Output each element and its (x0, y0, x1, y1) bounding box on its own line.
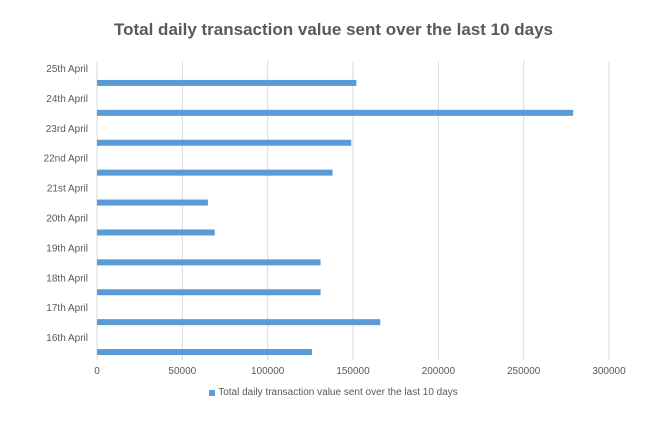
x-tick-label: 0 (94, 366, 100, 377)
y-tick-label: 16th April (46, 333, 88, 344)
bar (97, 229, 215, 236)
x-axis-tick-labels: 0 50000 100000 150000 200000 250000 300000 (94, 366, 626, 377)
legend-label: Total daily transaction value sent over … (218, 387, 458, 398)
bar (97, 79, 357, 86)
bar (97, 289, 321, 296)
bar (97, 259, 321, 266)
bar (97, 349, 313, 356)
x-tick-label: 250000 (507, 366, 541, 377)
y-tick-label: 21st April (47, 184, 88, 195)
bar (97, 199, 208, 206)
legend-swatch (209, 389, 216, 396)
bar (97, 169, 333, 176)
chart-title: Total daily transaction value sent over … (113, 20, 553, 39)
bars (97, 79, 574, 356)
bar (97, 109, 574, 116)
y-tick-label: 23rd April (46, 124, 88, 135)
y-tick-label: 17th April (46, 303, 88, 314)
x-tick-label: 100000 (251, 366, 285, 377)
y-tick-label: 22nd April (44, 154, 88, 165)
y-tick-label: 25th April (46, 64, 88, 75)
x-tick-label: 150000 (336, 366, 370, 377)
y-axis-tick-labels: 16th April 17th April 18th April 19th April… (44, 64, 88, 344)
gridlines (96, 61, 610, 360)
x-tick-label: 200000 (422, 366, 456, 377)
y-tick-label: 20th April (46, 213, 88, 224)
y-tick-label: 24th April (46, 94, 88, 105)
y-tick-label: 19th April (46, 243, 88, 254)
legend: Total daily transaction value sent over … (0, 387, 667, 398)
bar (97, 319, 381, 326)
y-tick-label: 18th April (46, 273, 88, 284)
bar (97, 139, 352, 146)
x-tick-label: 300000 (592, 366, 626, 377)
x-tick-label: 50000 (168, 366, 196, 377)
